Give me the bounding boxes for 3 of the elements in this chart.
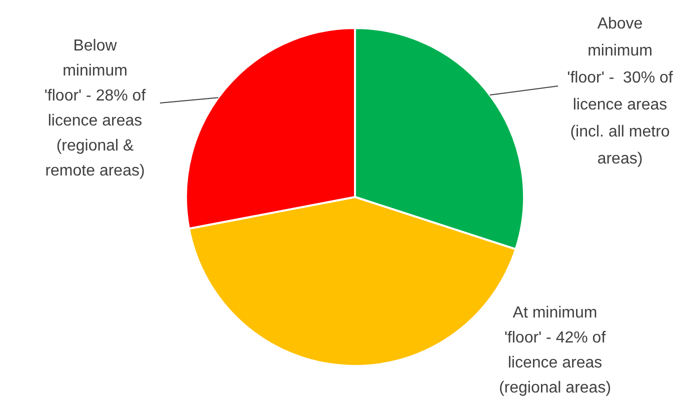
slice-label: Below minimum 'floor' - 28% of licence areas (regional & remote areas)	[44, 37, 146, 180]
slice-label: Above minimum 'floor' - 30% of licence areas (incl. all metro areas)	[567, 15, 674, 168]
slice-label: At minimum 'floor' - 42% of licence areas (regional areas)	[498, 304, 612, 396]
